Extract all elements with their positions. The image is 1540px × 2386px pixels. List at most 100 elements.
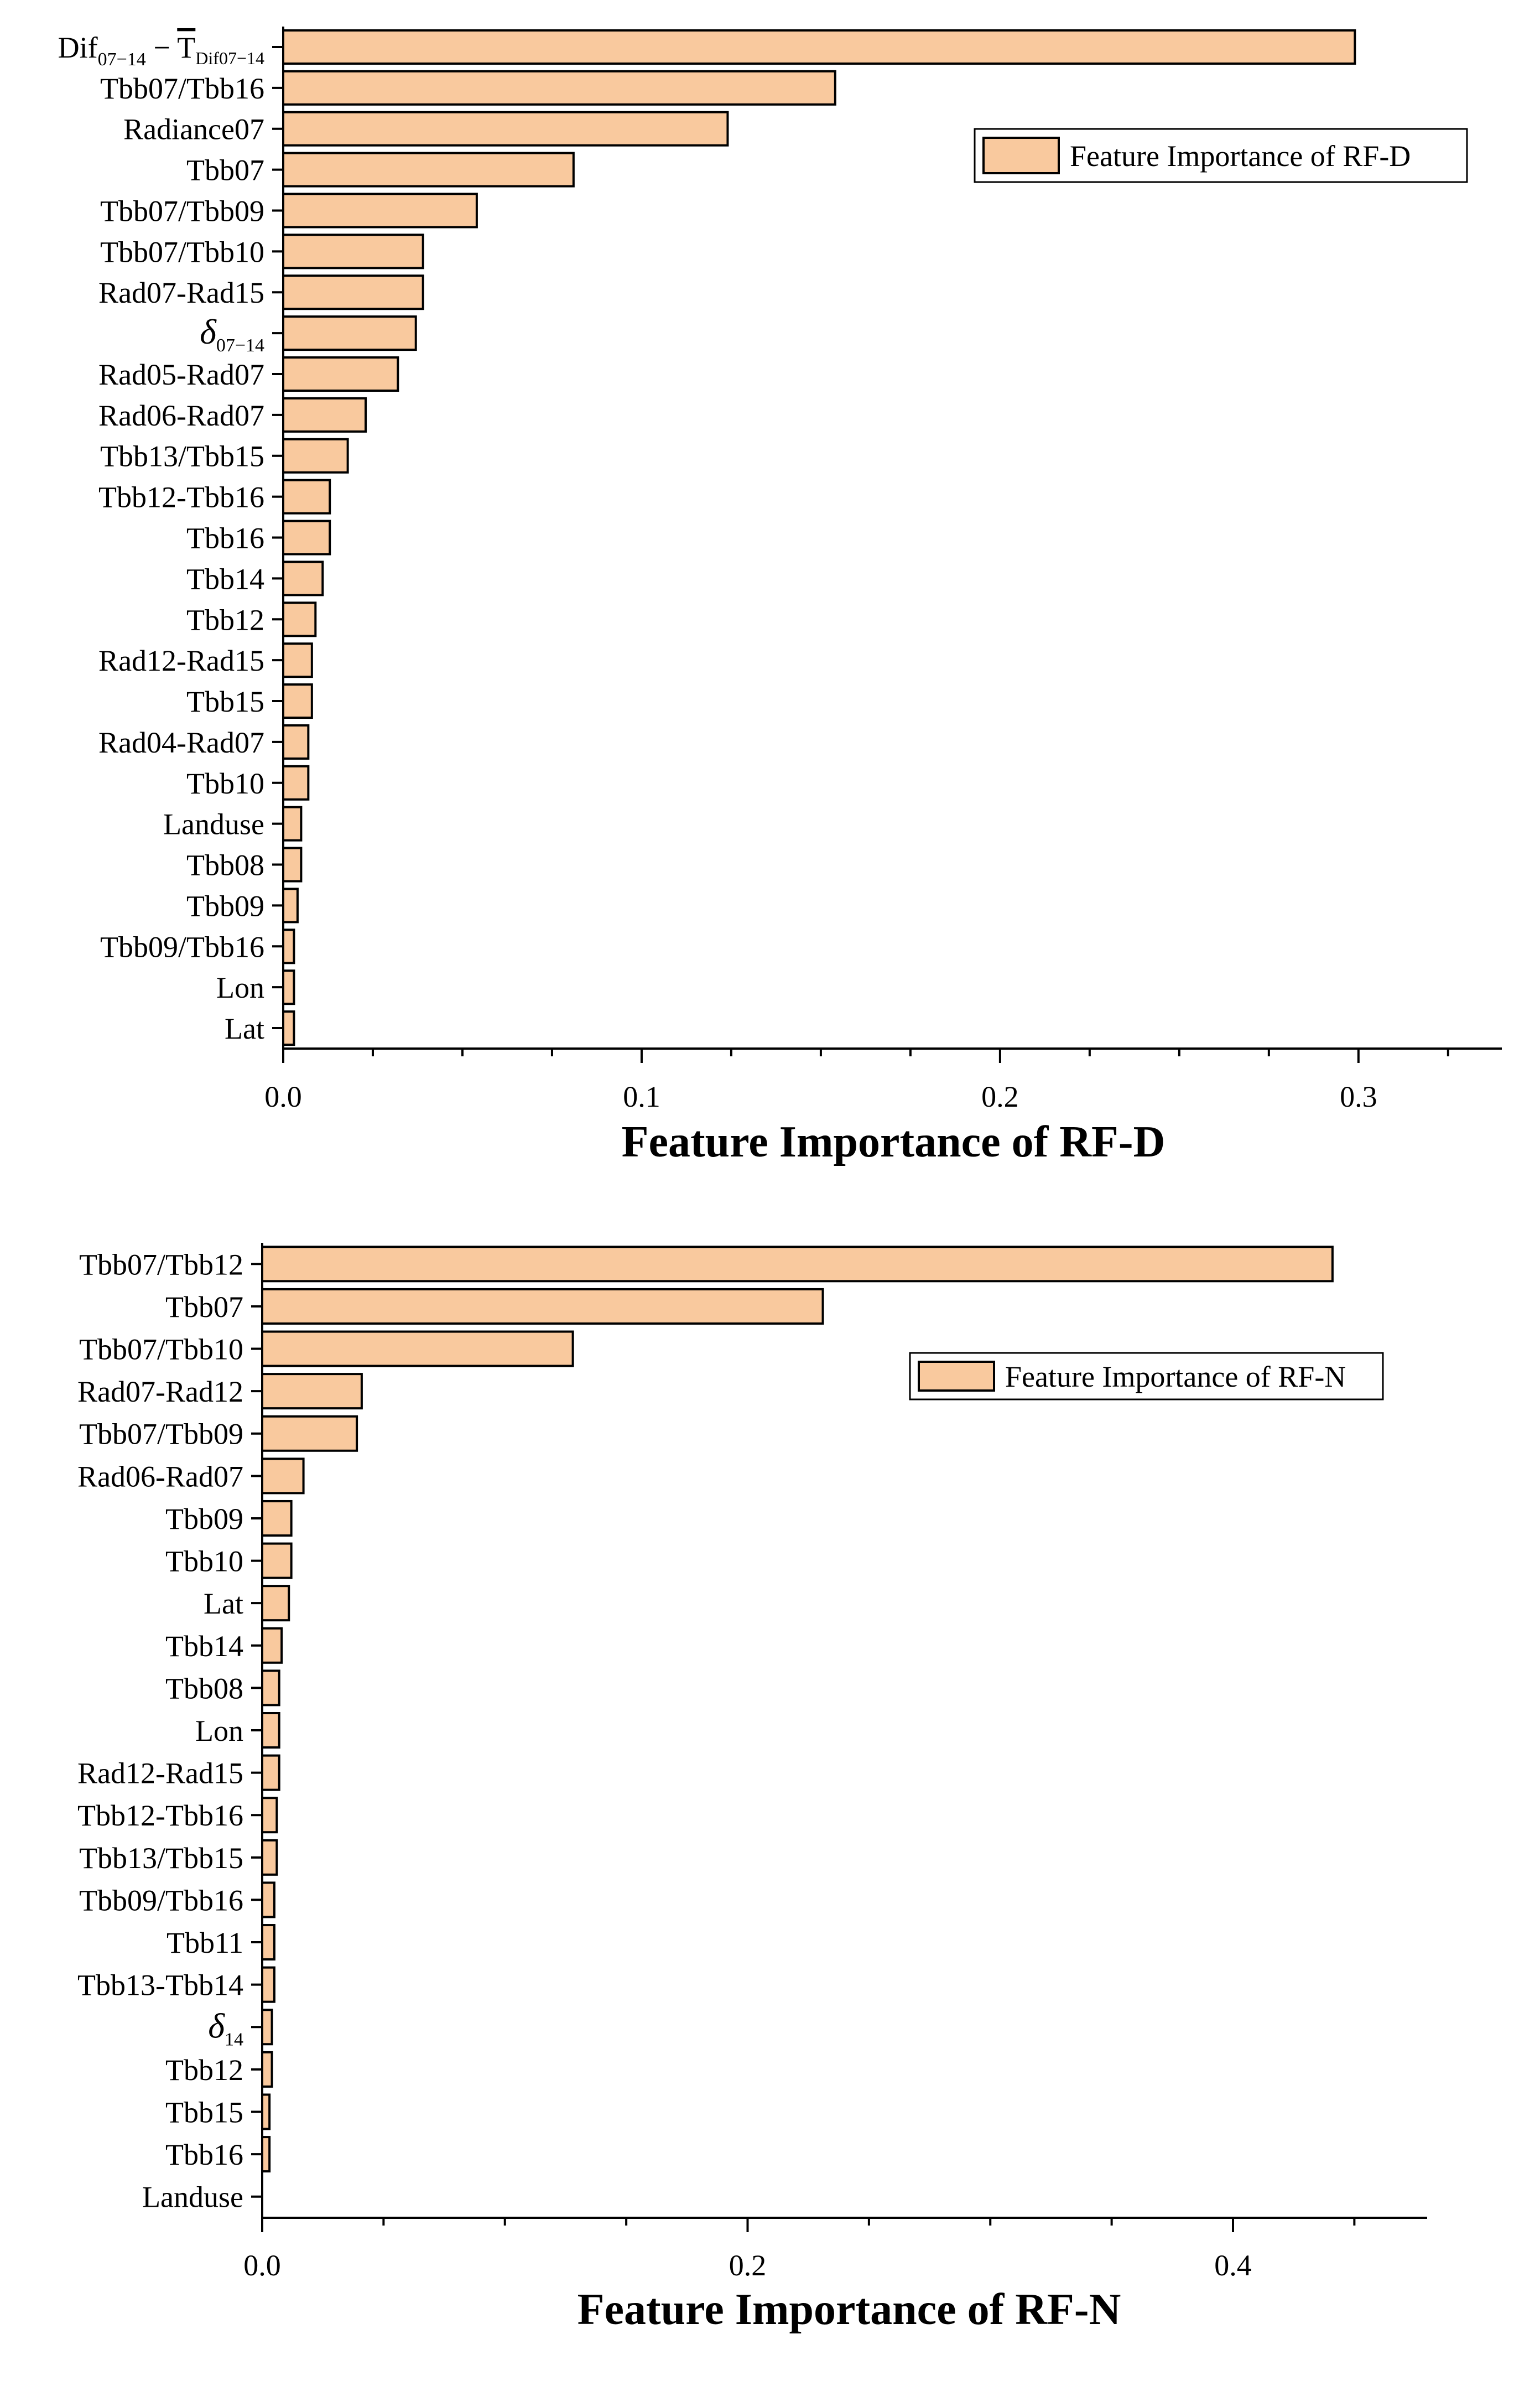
rf-n-x-axis-title: Feature Importance of RF-N [578,2285,1121,2334]
rf-d-ylabel-tbb10: Tbb10 [186,767,264,800]
rf-n-ylabel-tbb07-tbb12: Tbb07/Tbb12 [79,1248,243,1281]
chart-rf-n: Tbb07/Tbb12 Tbb07 Tbb07/Tbb10 Rad07-Rad12 Tb… [77,1243,1427,2334]
rf-d-bar-rad12-rad15 [282,642,313,678]
rf-d-ylabel-tbb09-tbb16: Tbb09/Tbb16 [100,930,264,963]
rf-n-ylabel-tbb13-tbb14: Tbb13-Tbb14 [77,1969,243,2002]
rf-d-ylabel-tbb12: Tbb12 [186,603,264,636]
rf-d-bar-tbb09 [282,888,299,924]
rf-d-bar-tbb16 [282,520,331,556]
rf-n-ylabel-tbb07: Tbb07 [165,1290,243,1324]
rf-n-bar-tbb13-tbb14 [261,1966,275,2003]
rf-n-ylabel-landuse: Landuse [142,2181,243,2214]
rf-d-bar-tbb07 [282,152,575,188]
rf-n-ylabel-tbb15: Tbb15 [165,2095,243,2129]
rf-n-bar-tbb14 [261,1627,283,1664]
rf-d-bar-tbb09-tbb16 [282,929,295,964]
rf-n-legend-label: Feature Importance of RF-N [1005,1360,1346,1393]
rf-n-ylabel-tbb14: Tbb14 [165,1630,243,1663]
rf-d-ylabel-tbb08: Tbb08 [186,849,264,882]
rf-n-ylabel-tbb07-tbb09: Tbb07/Tbb09 [79,1418,243,1451]
rf-n-ylabel-tbb09: Tbb09 [165,1502,243,1536]
rf-d-ylabel-tbb07-tbb09: Tbb07/Tbb09 [100,194,264,227]
rf-n-bar-rad12-rad15 [261,1754,280,1791]
rf-d-ylabel-rad12-rad15: Rad12-Rad15 [98,644,264,677]
rf-n-bar-14 [261,2009,273,2046]
rf-n-ylabel-lat: Lat [204,1587,243,1620]
rf-n-ylabel-tbb11: Tbb11 [167,1926,243,1959]
rf-n-bar-tbb07 [261,1288,824,1325]
rf-n-ylabel-lon: Lon [195,1714,243,1747]
rf-d-bar-rad07-rad15 [282,274,424,310]
rf-n-ylabel-tbb12-tbb16: Tbb12-Tbb16 [77,1799,243,1832]
rf-n-bar-tbb10 [261,1542,293,1579]
rf-d-ylabel-tbb07-tbb10: Tbb07/Tbb10 [100,235,264,268]
rf-d-bar-tbb10 [282,765,310,801]
rf-d-bar-tbb12 [282,601,317,637]
rf-n-bar-tbb08 [261,1669,280,1706]
rf-n-bar-lat [261,1585,290,1622]
rf-d-ylabel-radiance07: Radiance07 [123,113,264,146]
rf-d-bar-dif07-14-t-dif07-14 [282,29,1356,65]
rf-d-ylabel-tbb15: Tbb15 [186,685,264,718]
rf-n-bar-tbb12 [261,2051,273,2088]
rf-n-ylabel-tbb08: Tbb08 [165,1672,243,1705]
rf-n-ylabel-rad07-rad12: Rad07-Rad12 [77,1375,243,1408]
rf-n-ylabel-tbb13-tbb15: Tbb13/Tbb15 [79,1842,243,1875]
rf-n-bar-tbb11 [261,1924,275,1961]
rf-d-bar-tbb14 [282,561,324,596]
rf-d-bar-rad06-rad07 [282,397,367,433]
rf-d-ylabel-tbb07-tbb16: Tbb07/Tbb16 [100,72,264,105]
rf-n-ylabel-rad06-rad07: Rad06-Rad07 [77,1460,243,1493]
rf-n-bar-tbb07-tbb12 [261,1246,1334,1283]
rf-n-bar-tbb07-tbb09 [261,1415,358,1452]
rf-d-bar-07-14 [282,315,417,351]
rf-n-bar-tbb07-tbb10 [261,1330,574,1367]
rf-d-ylabel-07-14: δ07−14 [200,312,264,356]
rf-d-ylabel-tbb09: Tbb09 [186,889,264,922]
rf-n-ylabel-tbb12: Tbb12 [165,2053,243,2087]
rf-d-ylabel-rad05-rad07: Rad05-Rad07 [98,358,264,391]
rf-d-xtick-label-0-0: 0.0 [264,1080,302,1113]
rf-n-bar-tbb09 [261,1500,293,1537]
rf-d-bar-tbb12-tbb16 [282,479,331,515]
rf-d-bar-tbb07-tbb09 [282,193,478,229]
rf-n-legend-swatch [918,1361,995,1392]
rf-n-ylabel-rad12-rad15: Rad12-Rad15 [77,1757,243,1790]
rf-d-bar-tbb13-tbb15 [282,438,349,474]
rf-n-bar-tbb09-tbb16 [261,1881,275,1918]
rf-d-legend-label: Feature Importance of RF-D [1070,139,1411,173]
rf-d-ylabel-dif07-14-t-dif07-14: Dif07−14 − TDif07−14 [58,31,264,70]
rf-d-ylabel-rad04-rad07: Rad04-Rad07 [98,726,264,759]
rf-d-x-axis-title: Feature Importance of RF-D [622,1118,1166,1166]
rf-d-ylabel-tbb07: Tbb07 [186,154,264,187]
rf-d-xtick-label-0-2: 0.2 [981,1080,1019,1113]
rf-d-bar-lon [282,969,295,1005]
rf-n-bar-rad07-rad12 [261,1373,363,1410]
rf-n-bar-tbb12-tbb16 [261,1797,278,1834]
rf-n-bar-tbb13-tbb15 [261,1839,278,1876]
rf-d-bar-tbb07-tbb10 [282,234,424,269]
rf-d-bar-tbb08 [282,847,303,883]
rf-d-bar-tbb15 [282,683,313,719]
rf-d-ylabel-tbb12-tbb16: Tbb12-Tbb16 [98,481,264,514]
rf-n-ylabel-tbb09-tbb16: Tbb09/Tbb16 [79,1884,243,1917]
rf-d-bar-lat [282,1010,295,1046]
rf-n-xtick-label-0-2: 0.2 [729,2249,767,2282]
rf-d-bar-tbb07-tbb16 [282,70,836,106]
rf-d-bar-landuse [282,806,303,842]
rf-d-legend-swatch [982,137,1060,174]
rf-d-ylabel-rad06-rad07: Rad06-Rad07 [98,399,264,432]
rf-d-bar-rad04-rad07 [282,724,310,760]
rf-n-ylabel-tbb10: Tbb10 [165,1545,243,1578]
rf-d-ylabel-tbb14: Tbb14 [186,562,264,595]
rf-d-ylabel-rad07-rad15: Rad07-Rad15 [98,276,264,309]
rf-d-legend: Feature Importance of RF-D [974,128,1468,183]
rf-n-ylabel-tbb16: Tbb16 [165,2138,243,2171]
rf-d-bar-radiance07 [282,111,729,147]
rf-d-xtick-label-0-3: 0.3 [1340,1080,1377,1113]
rf-n-xtick-label-0-4: 0.4 [1214,2249,1252,2282]
rf-d-ylabel-lon: Lon [216,971,264,1004]
